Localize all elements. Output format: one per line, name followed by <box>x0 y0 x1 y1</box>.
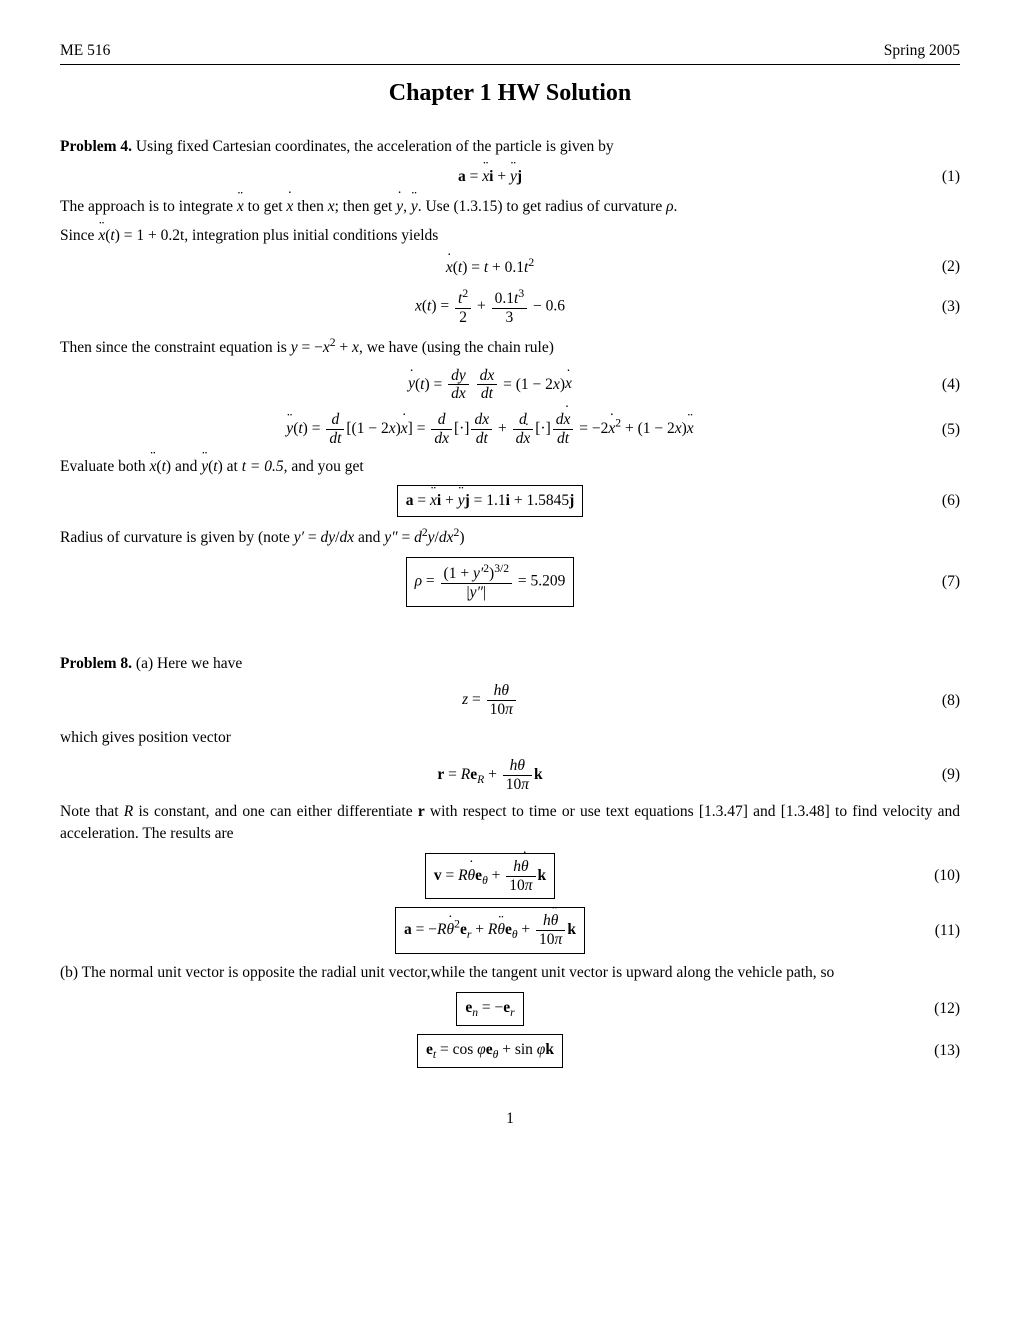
eq-8-num: (8) <box>920 690 960 712</box>
position-text: which gives position vector <box>60 727 960 749</box>
eq-9-num: (9) <box>920 764 960 786</box>
radius-text: Radius of curvature is given by (note y′… <box>60 525 960 549</box>
val: 1.1 <box>486 492 505 509</box>
txt: The approach is to integrate <box>60 198 237 215</box>
eq-1: a = xi + yj (1) <box>60 166 960 188</box>
txt: ) <box>459 529 464 546</box>
txt: and <box>354 529 384 546</box>
problem4-intro: Using fixed Cartesian coordinates, the a… <box>136 138 614 155</box>
txt: Evaluate both <box>60 458 150 475</box>
txt: , and you get <box>284 458 364 475</box>
eq-13-num: (13) <box>920 1040 960 1062</box>
page-title: Chapter 1 HW Solution <box>60 77 960 111</box>
eq-5-num: (5) <box>920 419 960 441</box>
since-text: Since x(t) = 1 + 0.2t, integration plus … <box>60 225 960 247</box>
eq-11-num: (11) <box>920 920 960 942</box>
eq-7: ρ = (1 + y′2)3/2 |y″| = 5.209 (7) <box>60 557 960 607</box>
txt: , integration plus initial conditions yi… <box>184 227 438 244</box>
note-text: Note that R is constant, and one can eit… <box>60 801 960 844</box>
txt: to get <box>244 198 287 215</box>
evaluate-text: Evaluate both x(t) and y(t) at t = 0.5, … <box>60 456 960 478</box>
part-b-text: (b) The normal unit vector is opposite t… <box>60 962 960 984</box>
val: 5.209 <box>531 572 566 589</box>
txt: Radius of curvature is given by (note <box>60 529 294 546</box>
page-header: ME 516 Spring 2005 <box>60 40 960 65</box>
eq-12-num: (12) <box>920 998 960 1020</box>
txt: Since <box>60 227 98 244</box>
problem4-heading: Problem 4. Using fixed Cartesian coordin… <box>60 136 960 158</box>
problem4-label: Problem 4. <box>60 138 132 155</box>
term: Spring 2005 <box>884 40 960 62</box>
eq-4: y(t) = dydx dxdt = (1 − 2x)x (4) <box>60 367 960 404</box>
eq-6: a = xi + yj = 1.1i + 1.5845j (6) <box>60 485 960 517</box>
eq-1-num: (1) <box>920 166 960 188</box>
txt: then <box>293 198 327 215</box>
eq-6-num: (6) <box>920 490 960 512</box>
constraint-text: Then since the constraint equation is y … <box>60 335 960 359</box>
eq-10: v = Rθeθ + hθ10πk (10) <box>60 853 960 900</box>
problem8-heading: Problem 8. (a) Here we have <box>60 653 960 675</box>
val: t = 0.5 <box>242 458 284 475</box>
txt: , we have (using the chain rule) <box>359 339 554 356</box>
eq-11: a = −Rθ2er + Rθeθ + hθ10πk (11) <box>60 907 960 954</box>
p8-part-a: (a) Here we have <box>136 655 242 672</box>
page-number: 1 <box>60 1108 960 1130</box>
eq-3-num: (3) <box>920 296 960 318</box>
eq-9: r = ReR + hθ10πk (9) <box>60 757 960 794</box>
txt: . Use (1.3.15) to get radius of curvatur… <box>418 198 666 215</box>
val: 1 + 0.2t <box>136 227 184 244</box>
eq-13: et = cos φeθ + sin φk (13) <box>60 1034 960 1068</box>
txt: ; then get <box>335 198 397 215</box>
eq-4-num: (4) <box>920 374 960 396</box>
txt: Then since the constraint equation is <box>60 339 291 356</box>
txt: at <box>223 458 242 475</box>
approach-text: The approach is to integrate x to get x … <box>60 196 960 218</box>
eq-10-num: (10) <box>920 865 960 887</box>
eq-5: y(t) = ddt[(1 − 2x)x] = ddx[·]dxdt + ddx… <box>60 411 960 448</box>
eq-3: x(t) = t22 + 0.1t33 − 0.6 (3) <box>60 287 960 327</box>
txt: and <box>171 458 201 475</box>
val: 1.5845 <box>526 492 569 509</box>
eq-12: en = −er (12) <box>60 992 960 1026</box>
eq-2-num: (2) <box>920 256 960 278</box>
eq-7-num: (7) <box>920 571 960 593</box>
eq-8: z = hθ10π (8) <box>60 682 960 719</box>
eq-2: x(t) = t + 0.1t2 (2) <box>60 255 960 279</box>
problem8-label: Problem 8. <box>60 655 132 672</box>
course-code: ME 516 <box>60 40 110 62</box>
